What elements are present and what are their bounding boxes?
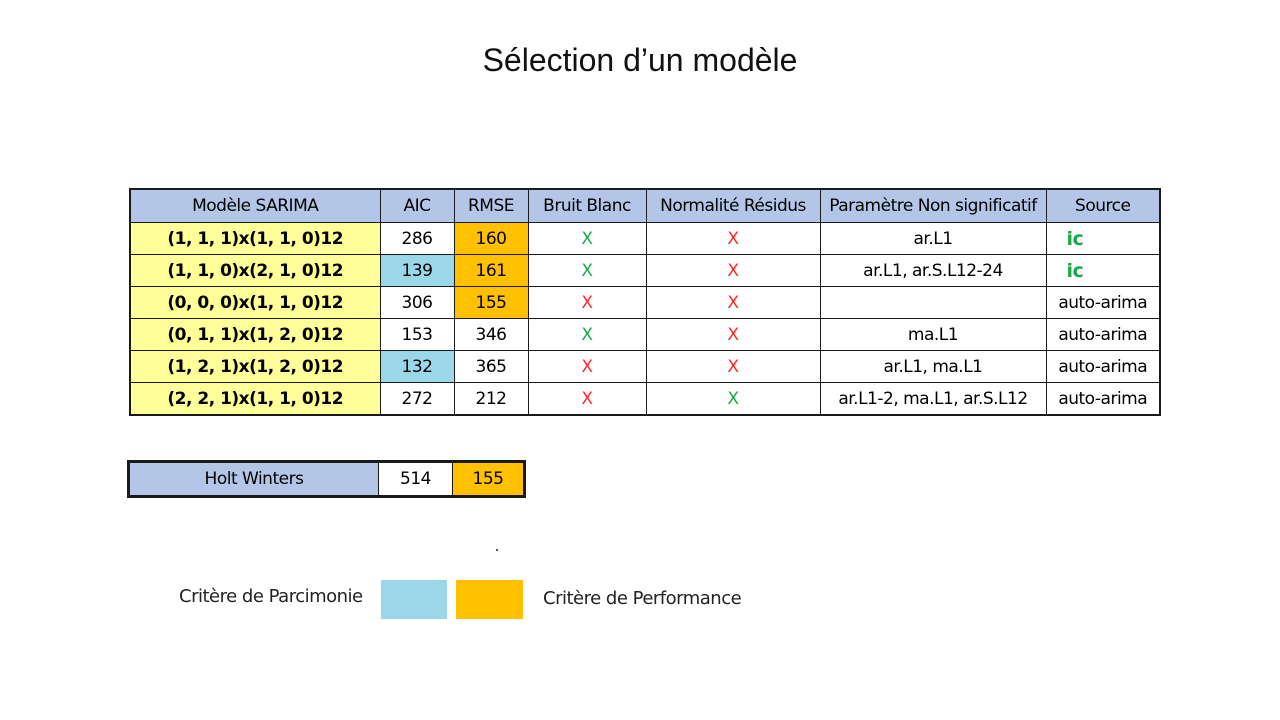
table-row: (0, 0, 0)x(1, 1, 0)12 306 155 X X auto-a… <box>129 286 1161 319</box>
source-cell: auto-arima <box>1045 382 1161 416</box>
header-rmse: RMSE <box>453 188 529 223</box>
holt-winters-label: Holt Winters <box>128 461 379 497</box>
rmse-cell: 346 <box>453 318 529 351</box>
aic-cell: 132 <box>379 350 455 383</box>
header-bruit-blanc: Bruit Blanc <box>527 188 647 223</box>
aic-cell: 139 <box>379 254 455 287</box>
page-title: Sélection d’un modèle <box>482 42 798 78</box>
sarima-table: Modèle SARIMA AIC RMSE Bruit Blanc Norma… <box>129 188 1161 416</box>
aic-cell: 306 <box>379 286 455 319</box>
param-cell: ar.L1-2, ma.L1, ar.S.L12 <box>819 382 1047 416</box>
rmse-cell: 160 <box>453 222 529 255</box>
model-cell: (1, 1, 1)x(1, 1, 0)12 <box>129 222 381 255</box>
normalite-cell: X <box>645 382 821 416</box>
model-cell: (2, 2, 1)x(1, 1, 0)12 <box>129 382 381 416</box>
legend-parcimonie-label: Critère de Parcimonie <box>179 586 363 607</box>
bruit-cell: X <box>527 318 647 351</box>
source-cell: ic <box>1045 222 1161 255</box>
holt-winters-table: Holt Winters 514 155 <box>127 460 526 498</box>
bruit-cell: X <box>527 254 647 287</box>
header-normalite: Normalité Résidus <box>645 188 821 223</box>
rmse-cell: 365 <box>453 350 529 383</box>
model-cell: (1, 2, 1)x(1, 2, 0)12 <box>129 350 381 383</box>
aic-cell: 153 <box>379 318 455 351</box>
stray-dot <box>496 549 498 551</box>
normalite-cell: X <box>645 222 821 255</box>
header-source: Source <box>1045 188 1161 223</box>
source-cell: auto-arima <box>1045 350 1161 383</box>
param-cell: ma.L1 <box>819 318 1047 351</box>
table-row: (1, 2, 1)x(1, 2, 0)12 132 365 X X ar.L1,… <box>129 350 1161 383</box>
table-row: Holt Winters 514 155 <box>128 461 525 497</box>
source-cell: auto-arima <box>1045 286 1161 319</box>
rmse-cell: 161 <box>453 254 529 287</box>
table-header-row: Modèle SARIMA AIC RMSE Bruit Blanc Norma… <box>129 188 1161 223</box>
source-cell: ic <box>1045 254 1161 287</box>
param-cell: ar.L1 <box>819 222 1047 255</box>
bruit-cell: X <box>527 382 647 416</box>
bruit-cell: X <box>527 350 647 383</box>
table-row: (1, 1, 1)x(1, 1, 0)12 286 160 X X ar.L1 … <box>129 222 1161 255</box>
holt-winters-aic: 514 <box>378 461 453 497</box>
param-cell: ar.L1, ma.L1 <box>819 350 1047 383</box>
bruit-cell: X <box>527 222 647 255</box>
model-cell: (0, 1, 1)x(1, 2, 0)12 <box>129 318 381 351</box>
header-model: Modèle SARIMA <box>129 188 381 223</box>
legend-performance-label: Critère de Performance <box>543 588 742 609</box>
normalite-cell: X <box>645 286 821 319</box>
aic-cell: 286 <box>379 222 455 255</box>
param-cell <box>819 286 1047 319</box>
legend-parcimonie-swatch <box>381 580 447 619</box>
normalite-cell: X <box>645 254 821 287</box>
model-cell: (1, 1, 0)x(2, 1, 0)12 <box>129 254 381 287</box>
table-row: (0, 1, 1)x(1, 2, 0)12 153 346 X X ma.L1 … <box>129 318 1161 351</box>
aic-cell: 272 <box>379 382 455 416</box>
param-cell: ar.L1, ar.S.L12-24 <box>819 254 1047 287</box>
bruit-cell: X <box>527 286 647 319</box>
header-param: Paramètre Non significatif <box>819 188 1047 223</box>
rmse-cell: 155 <box>453 286 529 319</box>
normalite-cell: X <box>645 318 821 351</box>
normalite-cell: X <box>645 350 821 383</box>
model-cell: (0, 0, 0)x(1, 1, 0)12 <box>129 286 381 319</box>
source-cell: auto-arima <box>1045 318 1161 351</box>
table-row: (1, 1, 0)x(2, 1, 0)12 139 161 X X ar.L1,… <box>129 254 1161 287</box>
table-row: (2, 2, 1)x(1, 1, 0)12 272 212 X X ar.L1-… <box>129 382 1161 416</box>
legend-performance-swatch <box>456 580 523 619</box>
rmse-cell: 212 <box>453 382 529 416</box>
header-aic: AIC <box>379 188 455 223</box>
holt-winters-rmse: 155 <box>452 461 525 497</box>
